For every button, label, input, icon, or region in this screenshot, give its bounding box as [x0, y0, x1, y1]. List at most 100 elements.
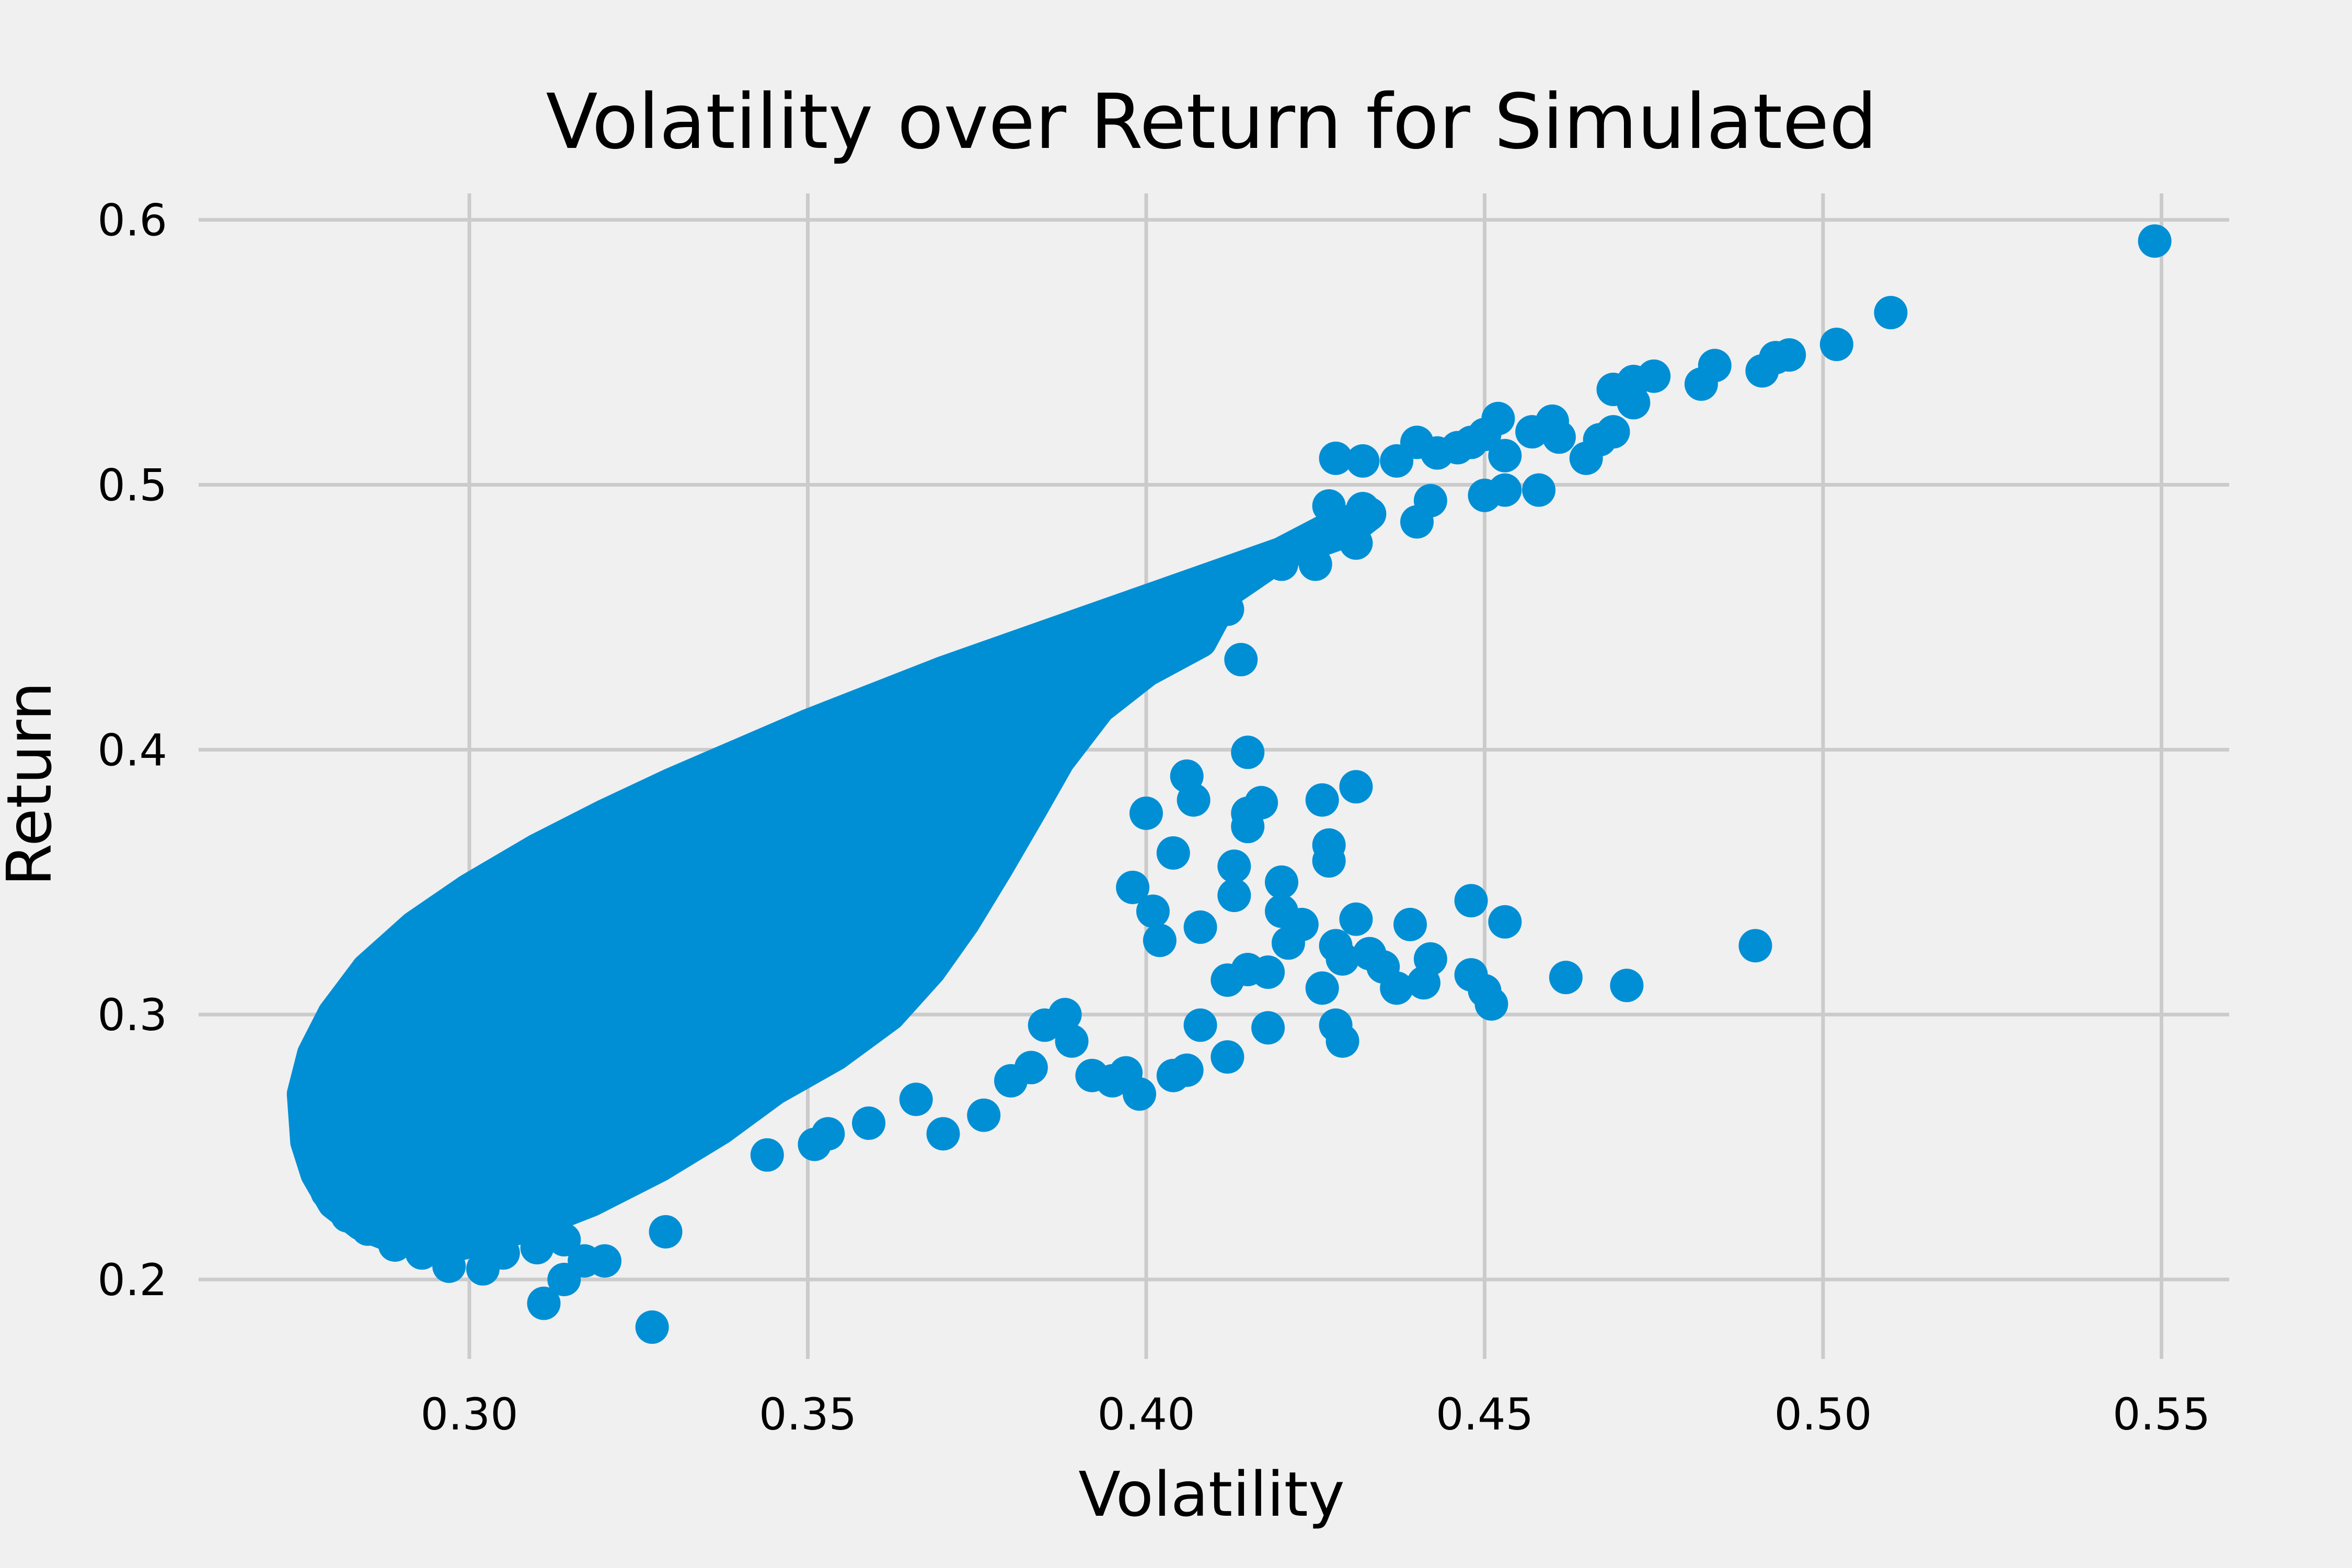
x-tick-label: 0.35: [759, 1389, 857, 1440]
scatter-point: [1075, 1058, 1109, 1092]
scatter-point: [1319, 1008, 1353, 1042]
scatter-point: [1217, 849, 1251, 883]
scatter-point: [527, 839, 561, 873]
scatter-point: [1346, 444, 1380, 478]
scatter-point: [1102, 600, 1136, 634]
scatter-point: [1319, 441, 1353, 475]
scatter-point: [1684, 367, 1718, 401]
scatter-point: [1400, 505, 1434, 539]
scatter-point: [1231, 796, 1265, 830]
scatter-point: [1143, 924, 1177, 958]
scatter-point: [750, 733, 784, 767]
scatter-point: [967, 1098, 1001, 1132]
scatter-point: [1305, 971, 1339, 1005]
y-tick-label: 0.6: [97, 195, 167, 246]
scatter-point: [1393, 907, 1427, 941]
x-axis-title: Volatility: [1078, 1458, 1345, 1530]
scatter-point: [994, 1064, 1028, 1098]
scatter-point: [520, 1231, 554, 1265]
scatter-point: [378, 1228, 412, 1262]
scatter-point: [371, 944, 405, 978]
x-tick-label: 0.40: [1097, 1389, 1195, 1440]
scatter-point: [1522, 473, 1556, 507]
y-tick-label: 0.5: [97, 460, 167, 511]
scatter-point: [852, 1106, 886, 1140]
scatter-point: [1265, 547, 1298, 581]
scatter-point: [628, 786, 662, 820]
scatter-point: [1569, 441, 1603, 475]
scatter-point: [798, 1127, 832, 1161]
y-tick-label: 0.4: [97, 724, 167, 776]
scatter-point: [1312, 489, 1346, 523]
scatter-point: [649, 1215, 683, 1249]
scatter-point: [297, 1125, 331, 1159]
dense-point-cloud: [286, 497, 1387, 1262]
scatter-point: [439, 892, 473, 926]
scatter-point: [1231, 735, 1265, 769]
scatter-point: [1617, 386, 1651, 420]
scatter-point: [1488, 905, 1522, 939]
scatter-point: [1028, 627, 1062, 661]
tick-labels: 0.30 0.35 0.40 0.45 0.50 0.55 0.2 0.3 0.4 0.5 0.6: [97, 195, 2210, 1440]
scatter-point: [1136, 894, 1170, 928]
scatter-point: [1339, 770, 1373, 804]
scatter-point: [547, 1223, 581, 1256]
scatter-point: [1170, 759, 1204, 793]
scatter-point: [1738, 929, 1772, 963]
scatter-point: [432, 1249, 466, 1283]
scatter-point: [304, 1151, 338, 1185]
y-axis-title: Return: [0, 682, 65, 886]
scatter-point: [588, 1244, 621, 1278]
scatter-point: [1610, 969, 1644, 1002]
scatter-point: [1271, 926, 1305, 960]
scatter-point: [1156, 836, 1190, 870]
scatter-point: [953, 653, 987, 687]
scatter-point: [1116, 870, 1150, 904]
scatter-point: [290, 1098, 324, 1132]
x-tick-label: 0.45: [1436, 1389, 1534, 1440]
scatter-point: [1298, 547, 1332, 581]
scatter-point: [290, 1072, 324, 1106]
scatter-point: [1312, 844, 1346, 878]
scatter-point: [1406, 966, 1440, 1000]
y-tick-label: 0.2: [97, 1254, 167, 1306]
scatter-point: [479, 865, 513, 899]
scatter-point: [1183, 910, 1217, 944]
scatter-point: [1265, 894, 1298, 928]
scatter-point: [1210, 1040, 1244, 1074]
scatter-point: [1183, 574, 1217, 608]
scatter-point: [1380, 444, 1414, 478]
scatter-point: [2138, 224, 2172, 258]
scatter-point: [1305, 783, 1339, 817]
scatter-point: [344, 971, 378, 1005]
scatter-point: [527, 1286, 561, 1320]
scatter-point: [1251, 1011, 1285, 1045]
scatter-point: [1468, 478, 1502, 512]
scatter-point: [574, 812, 608, 846]
scatter-point: [405, 1236, 439, 1270]
scatter-point: [1217, 879, 1251, 913]
chart-title: Volatility over Return for Simulated: [546, 78, 1877, 166]
scatter-point: [1265, 865, 1298, 899]
x-tick-label: 0.30: [420, 1389, 518, 1440]
scatter-point: [1542, 420, 1576, 454]
scatter-point: [1454, 958, 1488, 992]
scatter-point: [1346, 492, 1380, 526]
scatter-point: [1224, 643, 1258, 676]
scatter-point: [750, 1138, 784, 1172]
scatter-point: [1183, 1008, 1217, 1042]
scatter-point: [330, 1199, 364, 1233]
scatter-point: [1549, 961, 1583, 995]
scatter-point: [1210, 592, 1244, 626]
scatter-point: [689, 759, 723, 793]
scatter-point: [1745, 354, 1779, 388]
scatter-point: [1488, 439, 1522, 472]
scatter-point: [1874, 296, 1908, 330]
scatter-point: [1353, 937, 1387, 971]
x-tick-label: 0.55: [2113, 1389, 2210, 1440]
x-tick-label: 0.50: [1774, 1389, 1872, 1440]
scatter-points: [286, 224, 2172, 1344]
scatter-point: [811, 706, 845, 740]
scatter-point: [1055, 1024, 1089, 1058]
